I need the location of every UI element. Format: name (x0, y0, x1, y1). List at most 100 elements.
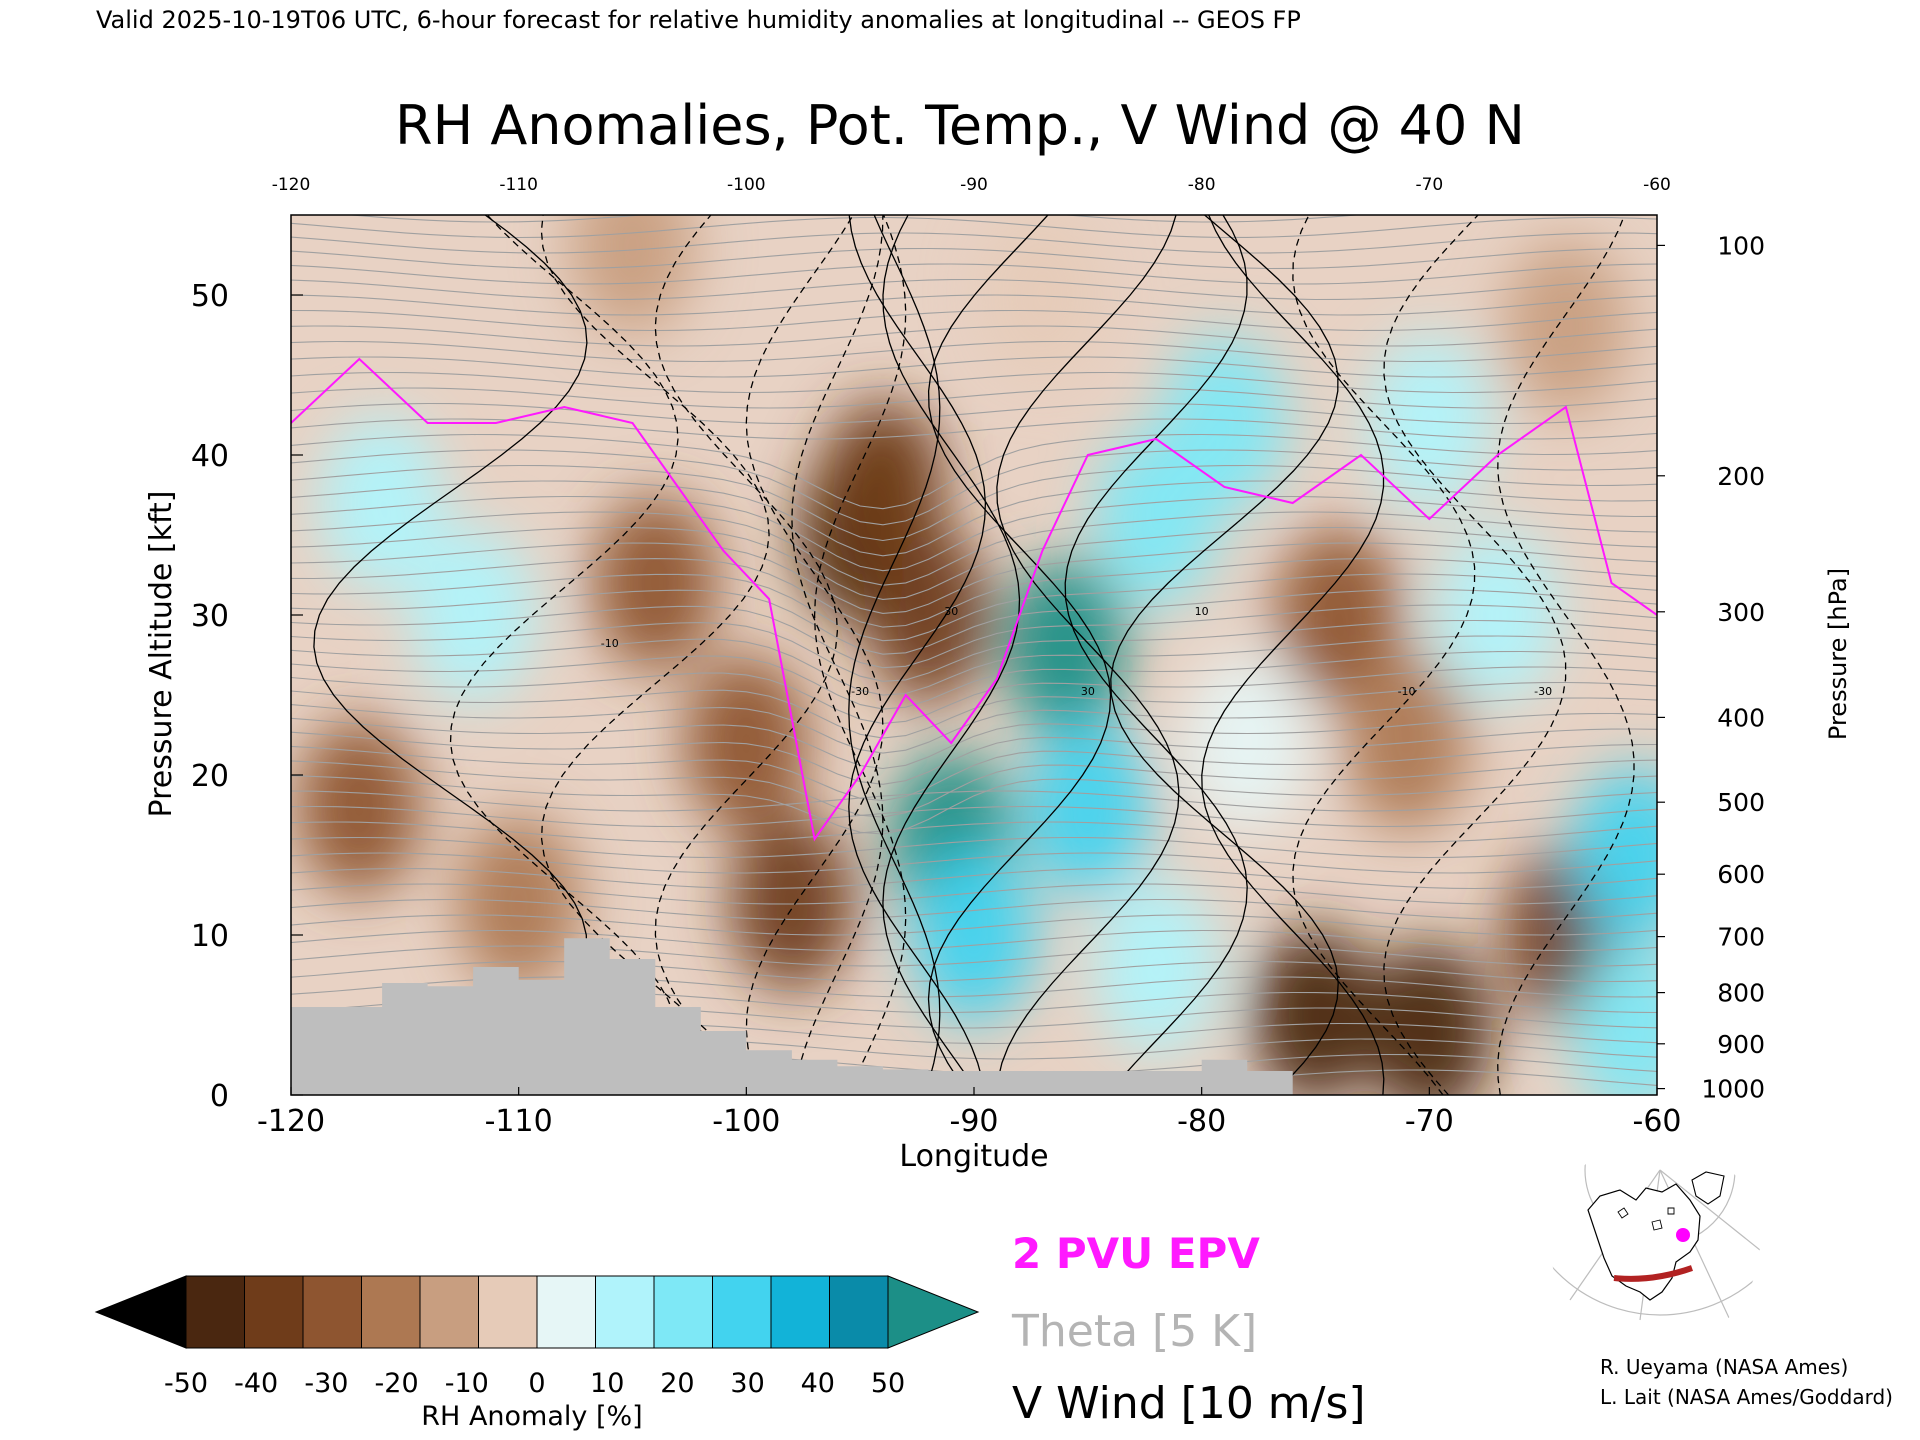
rh-anomaly-blob-24 (1367, 943, 1492, 1095)
rh-anomaly-blob-29 (980, 215, 1105, 383)
colorbar-swatch-5 (478, 1275, 538, 1349)
colorbar-swatch-3 (361, 1275, 421, 1349)
theta-contour-31 (291, 588, 1657, 655)
x-tick-label-3: -90 (950, 1104, 999, 1139)
chart-title: RH Anomalies, Pot. Temp., V Wind @ 40 N (395, 94, 1525, 157)
theta-contour-23 (291, 712, 1657, 770)
rh-anomaly-blob-23 (1253, 927, 1378, 1095)
theta-contour-51 (291, 278, 1657, 301)
colorbar: -50 -40 -30 -20 -10 0 10 20 30 40 50 (94, 1275, 980, 1399)
theta-contour-59 (291, 156, 1657, 176)
theta-contour-8 (291, 945, 1657, 967)
x-axis-label: Longitude (899, 1139, 1048, 1174)
theta-contour-43 (291, 402, 1657, 425)
rh-anomaly-blob-22 (1367, 335, 1492, 511)
x-tick-label-1: -110 (485, 1104, 553, 1139)
wind-contour-10 (927, 215, 1112, 1095)
rh-anomaly-blob-9 (411, 527, 536, 703)
theta-contour-20 (291, 759, 1657, 818)
colorbar-swatch-6 (536, 1275, 596, 1349)
theta-contour-22 (291, 728, 1657, 785)
theta-contour-15 (291, 836, 1657, 859)
theta-contour-44 (291, 387, 1657, 409)
rh-anomaly-blob-18 (1094, 879, 1219, 1055)
theta-contour-47 (291, 340, 1657, 363)
valid-line: Valid 2025-10-19T06 UTC, 6-hour forecast… (96, 6, 1301, 34)
wind-contour-6 (813, 215, 907, 1095)
colorbar-low-arrow (94, 1275, 187, 1349)
theta-contour-19 (291, 775, 1657, 835)
theta-contour-26 (291, 666, 1657, 724)
theta-contour-32 (291, 573, 1657, 642)
wind-contour-2 (540, 215, 770, 1095)
wind-contour-1 (449, 215, 679, 1095)
pressure-tick-label-6: 700 (1717, 923, 1765, 952)
epv-2pvu-line (291, 357, 1657, 842)
colorbar-tick-label-9: 40 (801, 1368, 835, 1399)
colorbar-swatch-7 (595, 1275, 655, 1349)
colorbar-swatch-9 (712, 1275, 772, 1349)
colorbar-swatch-8 (653, 1275, 713, 1349)
pressure-tick-label-5: 600 (1717, 860, 1765, 889)
theta-contour-11 (291, 898, 1657, 921)
pressure-tick-label-3: 400 (1717, 703, 1765, 732)
theta-contour-7 (291, 960, 1657, 983)
x-tick-label-5: -70 (1405, 1104, 1454, 1139)
theta-contour-28 (291, 635, 1657, 696)
y-tick-label-5: 50 (191, 279, 229, 314)
colorbar-tick-label-10: 50 (871, 1368, 905, 1399)
y-axis-ticks: 0 10 20 30 40 50 (191, 279, 303, 1114)
wind-contour-5 (791, 215, 884, 1095)
theta-contour-49 (291, 309, 1657, 332)
terrain (291, 938, 1293, 1095)
theta-contour-33 (291, 557, 1657, 628)
colorbar-tick-label-1: -40 (234, 1368, 278, 1399)
wind-contour-15 (1292, 215, 1476, 1095)
colorbar-swatch-11 (829, 1275, 889, 1349)
pressure-tick-label-7: 800 (1717, 979, 1765, 1008)
colorbar-tick-label-5: 0 (528, 1368, 545, 1399)
theta-contour-53 (291, 247, 1657, 270)
theta-contour-29 (291, 619, 1657, 682)
legend-wind: V Wind [10 m/s] (1012, 1378, 1366, 1429)
rh-anomaly-blob-27 (1572, 943, 1657, 1095)
theta-contour-42 (291, 418, 1657, 440)
colorbar-swatch-0 (185, 1275, 245, 1349)
wind-contour-label-6: -30 (1534, 685, 1552, 698)
rh-anomaly-blob-28 (1503, 239, 1628, 415)
rh-anomaly-blob-17 (1185, 655, 1310, 831)
rh-anomaly-blob-8 (320, 415, 445, 591)
legend-epv: 2 PVU EPV (1012, 1229, 1260, 1278)
theta-contour-34 (291, 542, 1657, 614)
wind-contour-8 (848, 215, 987, 1095)
theta-contour-25 (291, 681, 1657, 739)
colorbar-tick-label-7: 20 (660, 1368, 694, 1399)
top-x-tick-label-4: -80 (1188, 175, 1216, 195)
theta-contour-27 (291, 650, 1657, 710)
theta-contour-30 (291, 604, 1657, 669)
wind-contour-4 (745, 215, 884, 1095)
colorbar-tick-label-2: -30 (304, 1368, 348, 1399)
theta-contour-13 (291, 867, 1657, 890)
theta-contour-39 (291, 464, 1657, 542)
rh-anomaly-blob-13 (1003, 559, 1128, 735)
y-tick-label-3: 30 (191, 599, 229, 634)
rh-anomaly-blob-14 (1025, 719, 1150, 895)
pressure-tick-label-9: 1000 (1701, 1075, 1765, 1104)
theta-contour-56 (345, 215, 1363, 223)
pressure-axis-label: Pressure [hPa] (1824, 568, 1852, 740)
top-x-tick-label-2: -100 (727, 175, 766, 195)
theta-contour-41 (291, 433, 1657, 510)
top-x-tick-label-6: -60 (1643, 175, 1671, 195)
theta-contour-17 (291, 805, 1657, 828)
y-tick-label-2: 20 (191, 759, 229, 794)
y-tick-label-0: 0 (210, 1079, 229, 1114)
theta-contours (291, 156, 1657, 1091)
wind-contour-11 (996, 215, 1180, 1095)
theta-contour-45 (291, 371, 1657, 394)
credit-line-2: L. Lait (NASA Ames/Goddard) (1600, 1385, 1893, 1409)
theta-contour-48 (291, 325, 1657, 347)
wind-contour-label-5: -10 (1398, 685, 1416, 698)
theta-contour-24 (291, 697, 1657, 754)
